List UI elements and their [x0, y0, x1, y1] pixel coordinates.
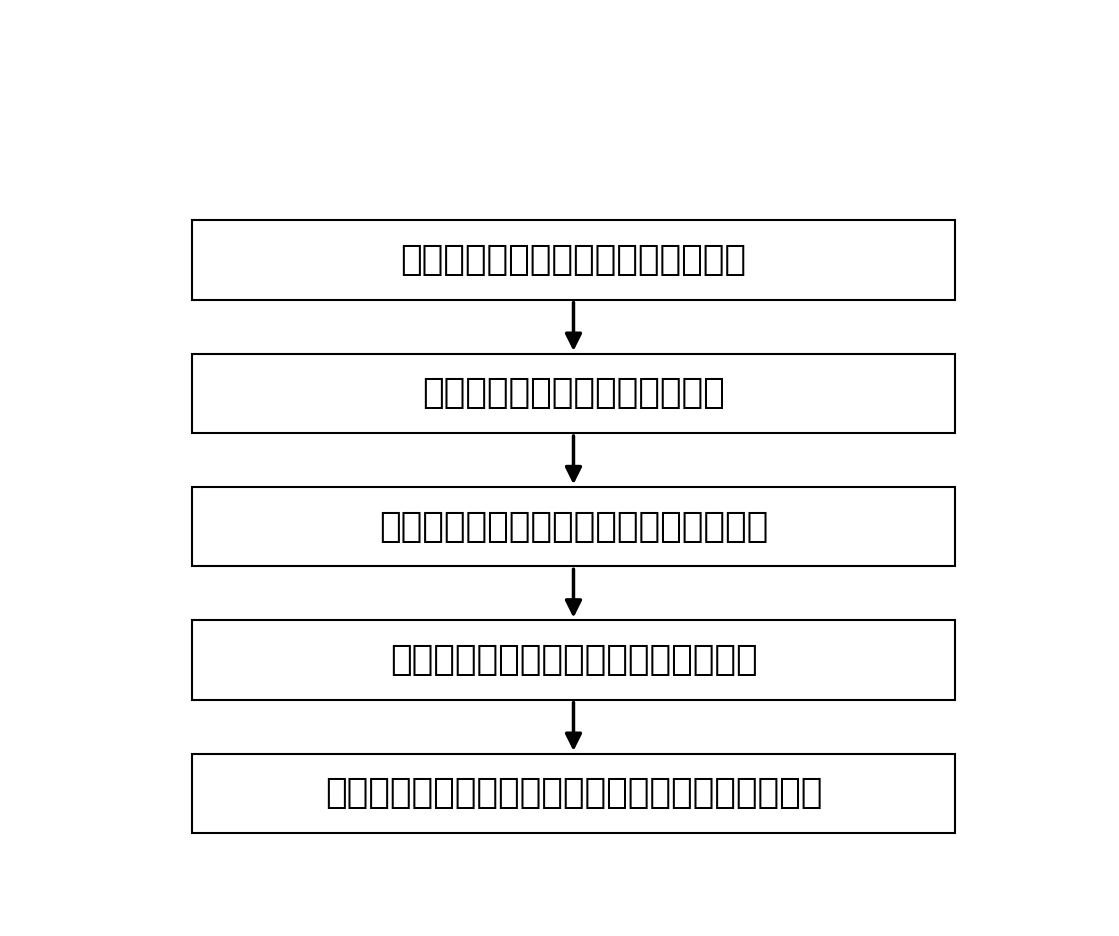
Text: 去除胶膜：利用去胶液去除胶膜，清洗后得到镍铸层: 去除胶膜：利用去胶液去除胶膜，清洗后得到镍铸层 [325, 776, 822, 811]
Bar [192, 753, 955, 833]
Text: 胶膜制作：制作微电铸胶膜型腔: 胶膜制作：制作微电铸胶膜型腔 [422, 376, 725, 410]
Bar [192, 221, 955, 300]
Text: 基底活化：超声电位活化基底表面氧化层: 基底活化：超声电位活化基底表面氧化层 [379, 510, 768, 544]
Bar [192, 621, 955, 700]
Text: 电铸：利用常规电铸电流密度进行电铸: 电铸：利用常规电铸电流密度进行电铸 [389, 643, 758, 677]
Bar [192, 354, 955, 433]
Text: 基底预处理：基底研磨、抛光与清洗: 基底预处理：基底研磨、抛光与清洗 [401, 243, 746, 277]
Bar [192, 487, 955, 566]
